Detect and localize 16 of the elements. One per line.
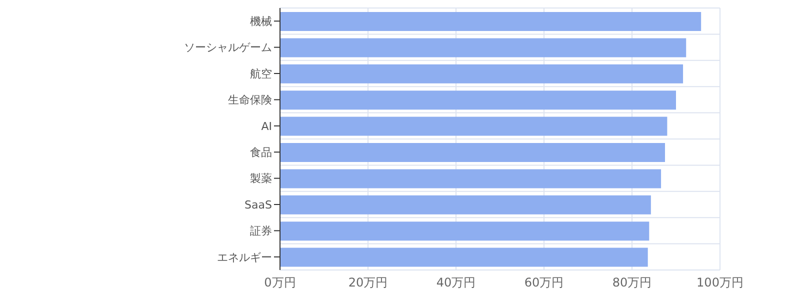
y-tick-label: 食品 bbox=[250, 146, 272, 160]
y-tick-label: 生命保険 bbox=[228, 94, 272, 107]
x-tick-label: 40万円 bbox=[436, 276, 476, 290]
x-tick-label: 0万円 bbox=[264, 276, 296, 290]
x-tick-label: 80万円 bbox=[612, 276, 652, 290]
y-tick-label: ソーシャルゲーム bbox=[184, 41, 272, 54]
y-tick-label: 製薬 bbox=[250, 172, 272, 186]
y-tick-label: 航空 bbox=[250, 67, 272, 80]
y-tick-label: 証券 bbox=[250, 224, 272, 238]
x-tick-label: 100万円 bbox=[696, 276, 744, 290]
y-tick-label: エネルギー bbox=[217, 250, 272, 264]
y-tick-label: SaaS bbox=[244, 198, 272, 212]
x-tick-label: 60万円 bbox=[524, 276, 564, 290]
y-tick-label: AI bbox=[261, 120, 272, 133]
x-tick-label: 20万円 bbox=[348, 276, 388, 290]
y-tick-label: 機械 bbox=[250, 15, 272, 28]
